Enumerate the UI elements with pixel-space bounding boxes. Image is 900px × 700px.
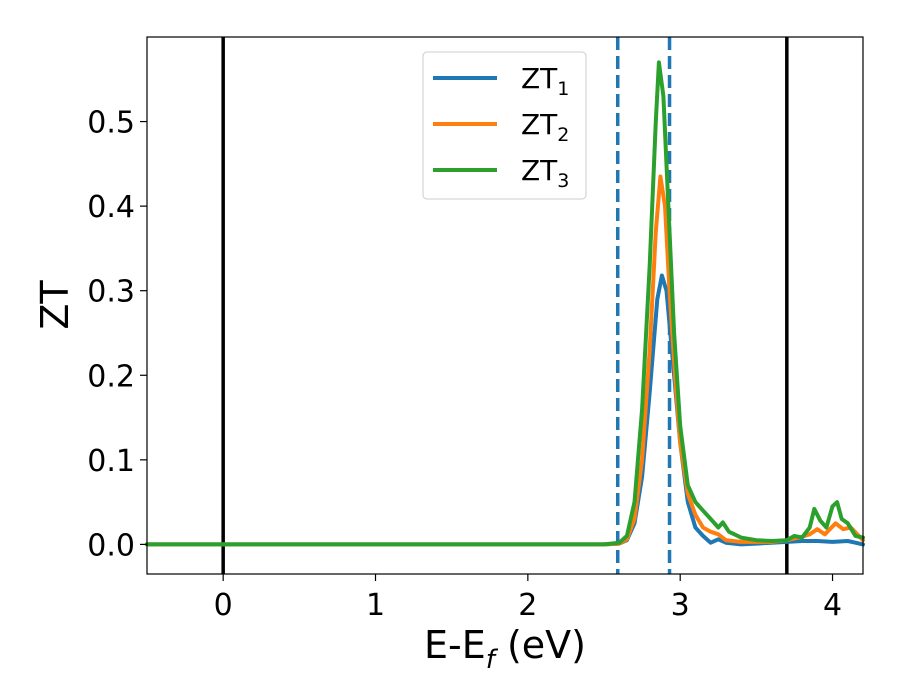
x-axis-title: E-Ef (eV) <box>424 623 586 675</box>
x-tick-label: 0 <box>214 588 233 623</box>
series-layer <box>145 60 865 547</box>
y-tick-label: 0.4 <box>87 190 135 225</box>
y-axis-title: ZT <box>33 280 77 330</box>
series-line-3 <box>145 60 865 547</box>
x-tick-label: 2 <box>518 588 537 623</box>
legend-frame <box>422 51 587 200</box>
x-tick-label: 1 <box>366 588 385 623</box>
y-tick-label: 0.3 <box>87 275 135 310</box>
x-axis-title-main: E-E <box>424 623 486 667</box>
y-tick-label: 0.1 <box>87 444 135 479</box>
y-tick-label: 0.2 <box>87 359 135 394</box>
axes-frame <box>146 36 864 575</box>
series-line-2 <box>145 174 865 547</box>
legend-label-2: ZT2 <box>521 108 569 146</box>
legend: ZT1 ZT2 ZT3 <box>422 51 587 200</box>
y-tick-label: 0.5 <box>87 106 135 141</box>
y-tick-label: 0.0 <box>87 528 135 563</box>
legend-label-3: ZT3 <box>521 154 569 192</box>
x-tick-label: 3 <box>671 588 690 623</box>
x-axis-title-unit: (eV) <box>495 623 586 667</box>
x-axis: 0 1 2 3 4 <box>214 574 842 623</box>
legend-label-1: ZT1 <box>521 62 569 100</box>
x-tick-label: 4 <box>823 588 842 623</box>
y-axis: 0.0 0.1 0.2 0.3 0.4 0.5 <box>87 106 147 563</box>
